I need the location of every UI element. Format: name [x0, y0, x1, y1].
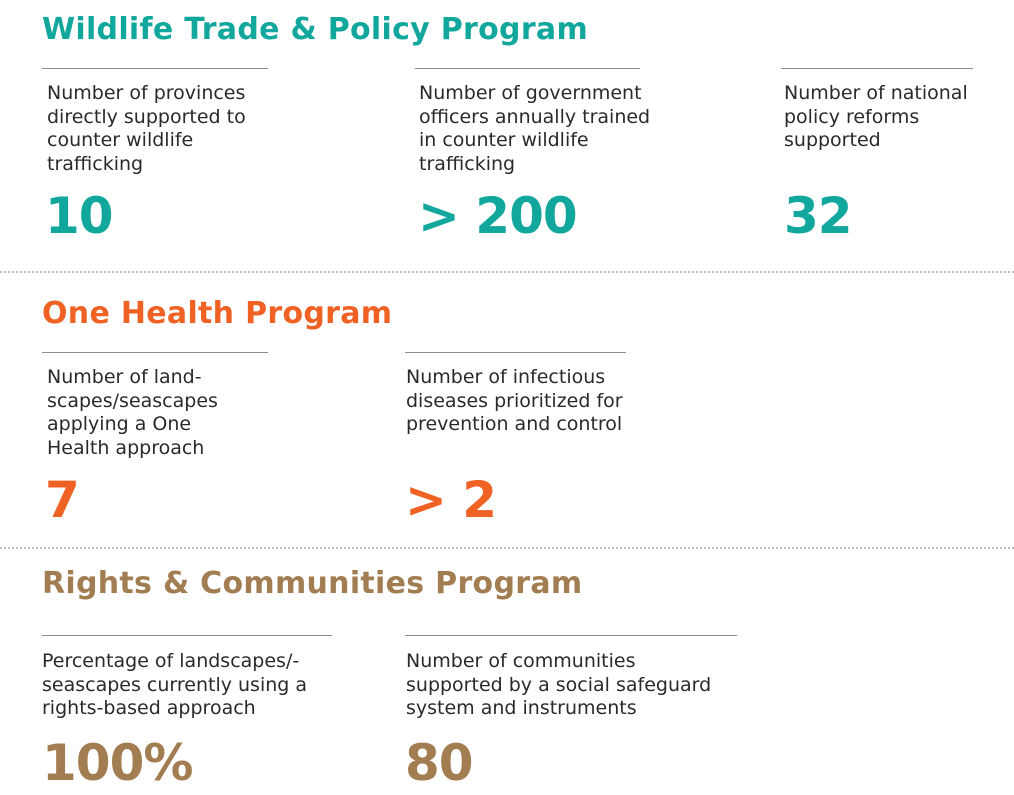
stat-value-provinces: 10 [45, 187, 114, 245]
stat-label-one-health-landscapes: Number of land-scapes/seascapes applying… [47, 366, 218, 459]
stat-label-communities-supported: Number of communities supported by a soc… [406, 650, 712, 719]
stat-value-policy-reforms: 32 [784, 187, 853, 245]
section-separator [0, 271, 1014, 273]
stat-divider [405, 352, 626, 353]
stat-value-officers-trained: > 200 [418, 187, 578, 245]
stat-label-provinces: Number of provinces directly supported t… [47, 82, 246, 175]
stat-label-rights-landscapes: Percentage of landscapes/-seascapes curr… [42, 650, 308, 719]
section-heading-rights: Rights & Communities Program [42, 566, 583, 601]
stat-value-one-health-landscapes: 7 [45, 471, 80, 529]
stat-divider [415, 68, 640, 69]
section-heading-one-health: One Health Program [42, 296, 393, 331]
stat-value-infectious-diseases: > 2 [405, 471, 497, 529]
stat-label-infectious-diseases: Number of infectious diseases prioritize… [406, 366, 623, 435]
section-separator [0, 547, 1014, 549]
stat-divider [42, 352, 268, 353]
stat-value-rights-landscapes: 100% [42, 734, 193, 792]
stat-divider [405, 635, 737, 636]
stat-divider [781, 68, 973, 69]
stat-divider [42, 68, 268, 69]
stat-label-policy-reforms: Number of national policy reforms suppor… [784, 82, 968, 151]
stat-label-officers-trained: Number of government officers annually t… [419, 82, 651, 175]
section-heading-wildlife: Wildlife Trade & Policy Program [42, 12, 589, 47]
stat-value-communities-supported: 80 [405, 734, 474, 792]
stat-divider [42, 635, 332, 636]
